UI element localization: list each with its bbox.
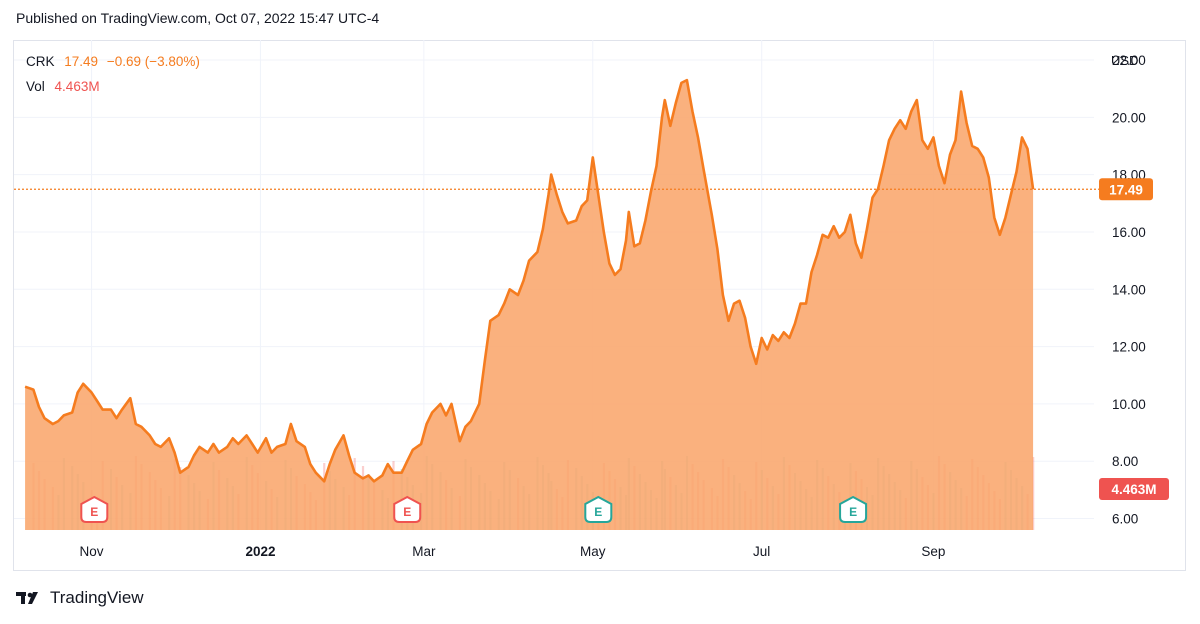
legend-vol-value: 4.463M (54, 79, 100, 94)
volume-bar (1032, 457, 1035, 530)
x-tick-label: Nov (80, 544, 104, 559)
y-tick-label: 20.00 (1112, 110, 1146, 125)
price-area (25, 80, 1034, 530)
x-tick-label: Jul (753, 544, 770, 559)
published-caption: Published on TradingView.com, Oct 07, 20… (16, 10, 380, 26)
x-tick-label: May (580, 544, 606, 559)
volume-badge-label: 4.463M (1111, 482, 1156, 497)
x-tick-label: Mar (412, 544, 436, 559)
y-tick-label: 6.00 (1112, 512, 1138, 527)
y-tick-label: 14.00 (1112, 282, 1146, 297)
earnings-marker: E (80, 495, 109, 523)
legend-symbol: CRK (26, 54, 55, 69)
legend-price: CRK 17.49 −0.69 (−3.80%) (26, 54, 200, 69)
earnings-marker-label: E (594, 505, 602, 519)
legend-last-price: 17.49 (64, 54, 99, 69)
y-axis-ticks: 6.008.0010.0012.0014.0016.0018.0020.0022… (1112, 53, 1146, 527)
x-axis-ticks: Nov 2022 Mar May Jul Sep (80, 544, 946, 559)
currency-label: USD (1111, 53, 1139, 68)
last-price-badge-label: 17.49 (1109, 182, 1143, 197)
price-line (24, 78, 1035, 483)
volume-badge (1099, 478, 1169, 500)
earnings-marker-label: E (90, 505, 98, 519)
last-price-badge (1099, 178, 1153, 201)
y-tick-label: 12.00 (1112, 340, 1146, 355)
legend-volume: Vol 4.463M (26, 79, 100, 94)
y-tick-label: 22.00 (1112, 53, 1146, 68)
chart-frame[interactable] (13, 40, 1186, 571)
tradingview-logo-icon (16, 592, 38, 604)
earnings-marker-label: E (403, 505, 411, 519)
tradingview-logo[interactable]: TradingView (16, 588, 144, 608)
earnings-marker: E (839, 495, 868, 523)
x-tick-label: 2022 (245, 544, 275, 559)
earnings-marker-label: E (849, 505, 857, 519)
legend-change: −0.69 (−3.80%) (106, 54, 200, 69)
tradingview-brand: TradingView (50, 588, 144, 607)
x-tick-label: Sep (921, 544, 945, 559)
y-tick-label: 8.00 (1112, 454, 1138, 469)
earnings-marker: E (393, 495, 422, 523)
earnings-marker: E (584, 495, 613, 523)
axis-badges: 17.49 4.463M (1099, 178, 1169, 500)
y-tick-label: 10.00 (1112, 397, 1146, 412)
y-tick-label: 16.00 (1112, 225, 1146, 240)
legend-vol-label: Vol (26, 79, 45, 94)
